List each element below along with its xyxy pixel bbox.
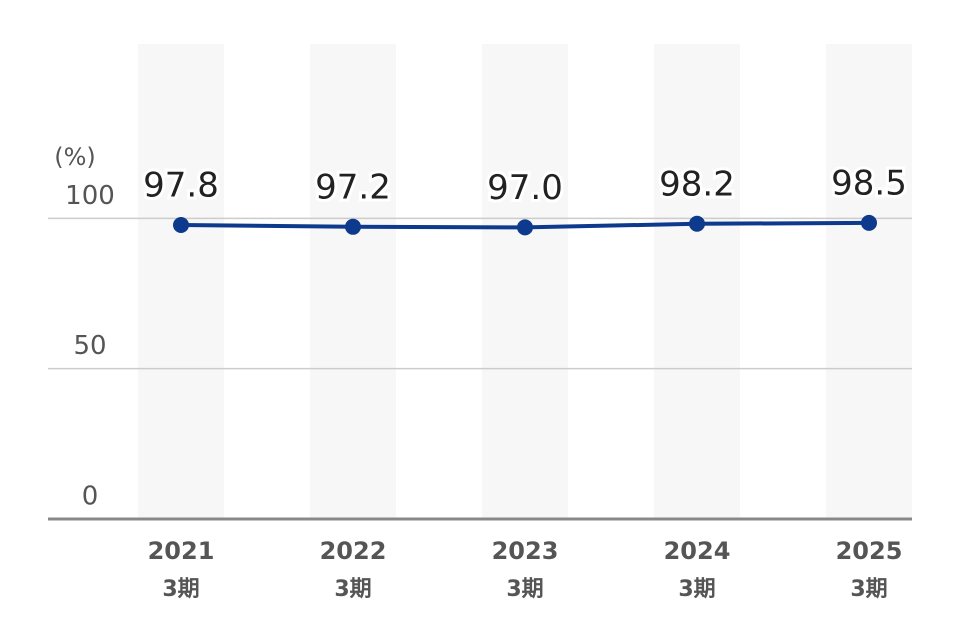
column-shade bbox=[826, 44, 912, 519]
data-point bbox=[173, 216, 189, 233]
y-tick-label: 100 bbox=[65, 181, 115, 211]
x-tick-label: 2025 bbox=[836, 537, 903, 565]
data-label: 97.0 bbox=[487, 168, 563, 208]
x-tick-sublabel: 3期 bbox=[506, 577, 543, 602]
column-shade bbox=[654, 44, 740, 519]
data-point bbox=[517, 219, 533, 236]
x-tick-sublabel: 3期 bbox=[678, 577, 715, 602]
data-label: 97.8 bbox=[143, 165, 219, 205]
x-tick-sublabel: 3期 bbox=[162, 577, 199, 602]
y-axis-unit: (%) bbox=[54, 143, 96, 171]
data-point bbox=[689, 215, 705, 232]
y-tick-label: 50 bbox=[73, 331, 106, 361]
x-tick-label: 2023 bbox=[492, 537, 559, 565]
column-shade bbox=[482, 44, 568, 519]
x-tick-label: 2024 bbox=[664, 537, 731, 565]
y-tick-label: 0 bbox=[82, 482, 99, 512]
data-label: 97.2 bbox=[315, 167, 391, 207]
x-tick-sublabel: 3期 bbox=[850, 577, 887, 602]
column-shade bbox=[138, 44, 224, 519]
x-tick-sublabel: 3期 bbox=[334, 577, 371, 602]
data-label: 98.5 bbox=[831, 163, 907, 203]
data-point bbox=[345, 218, 361, 235]
data-label: 98.2 bbox=[659, 164, 735, 204]
column-shade bbox=[310, 44, 396, 519]
data-point bbox=[861, 214, 877, 231]
x-tick-label: 2022 bbox=[320, 537, 387, 565]
x-tick-label: 2021 bbox=[148, 537, 215, 565]
